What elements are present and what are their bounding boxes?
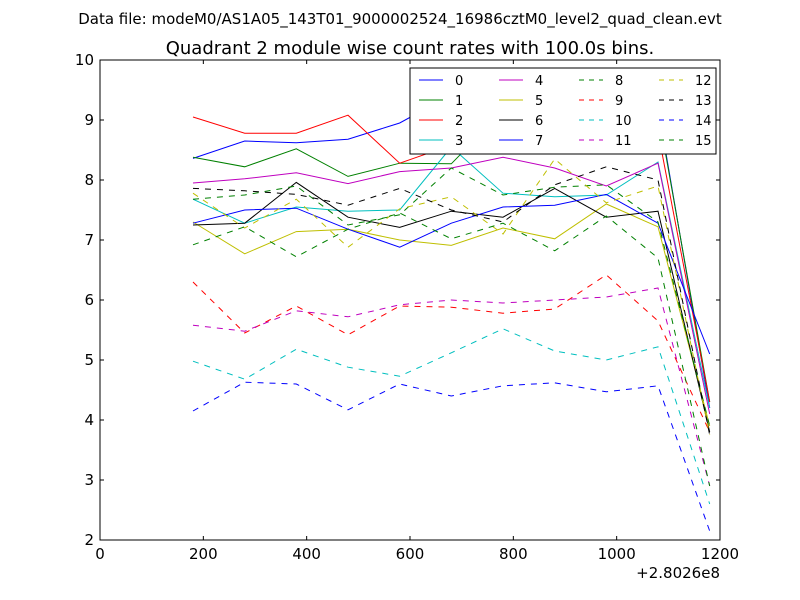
y-tick-label: 4 [84, 411, 94, 429]
series-line-4 [192, 156, 711, 415]
legend-label-6: 6 [535, 114, 543, 129]
legend-label-7: 7 [535, 134, 543, 149]
series-line-10 [192, 328, 711, 505]
legend-label-11: 11 [615, 134, 632, 149]
series-line-9 [192, 274, 711, 433]
x-offset-label: +2.8026e8 [636, 564, 720, 582]
legend-box [409, 67, 717, 155]
legend-label-14: 14 [695, 114, 712, 129]
legend-label-9: 9 [615, 94, 623, 109]
x-tick-label: 1000 [598, 545, 636, 563]
series-line-8 [192, 167, 711, 427]
suptitle: Data file: modeM0/AS1A05_143T01_90000025… [78, 10, 722, 29]
series-line-1 [192, 110, 711, 403]
legend-label-8: 8 [615, 74, 623, 89]
legend-label-1: 1 [455, 94, 463, 109]
chart-title: Quadrant 2 module wise count rates with … [166, 38, 655, 59]
y-tick-label: 9 [84, 111, 94, 129]
y-tick-label: 8 [84, 171, 94, 189]
legend-label-13: 13 [695, 94, 712, 109]
x-tick-label: 1200 [701, 545, 739, 563]
y-tick-label: 3 [84, 471, 94, 489]
series-line-15 [192, 212, 711, 487]
x-tick-label: 0 [95, 545, 105, 563]
series-line-5 [192, 203, 711, 427]
series-layer [192, 94, 711, 532]
y-tick-label: 5 [84, 351, 94, 369]
legend-label-4: 4 [535, 74, 543, 89]
y-tick-label: 10 [75, 51, 94, 69]
legend-label-5: 5 [535, 94, 543, 109]
series-line-3 [192, 146, 711, 409]
series-line-14 [192, 381, 711, 532]
x-tick-label: 600 [396, 545, 425, 563]
legend-label-12: 12 [695, 74, 712, 89]
x-tick-label: 400 [292, 545, 321, 563]
y-tick-label: 6 [84, 291, 94, 309]
legend-label-0: 0 [455, 74, 463, 89]
series-line-7 [192, 193, 711, 355]
y-tick-label: 7 [84, 231, 94, 249]
x-tick-label: 200 [189, 545, 218, 563]
y-tick-label: 2 [84, 531, 94, 549]
legend-label-10: 10 [615, 114, 632, 129]
series-line-11 [192, 287, 711, 487]
x-tick-label: 800 [499, 545, 528, 563]
series-line-12 [192, 158, 711, 436]
series-line-13 [192, 166, 711, 436]
legend-label-3: 3 [455, 134, 463, 149]
legend-label-2: 2 [455, 114, 463, 129]
legend-label-15: 15 [695, 134, 712, 149]
series-line-6 [192, 181, 711, 433]
